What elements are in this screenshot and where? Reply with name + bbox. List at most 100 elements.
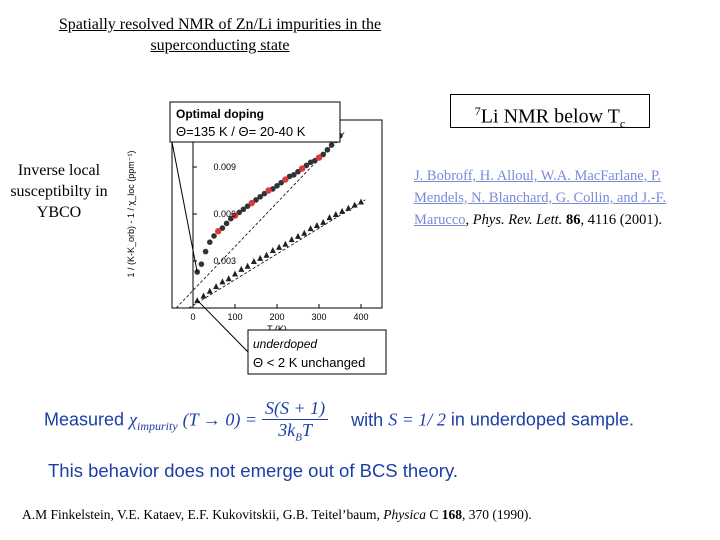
optimal-point xyxy=(257,193,263,200)
formula-measured: Measured xyxy=(44,409,125,430)
reference-block: J. Bobroff, H. Alloul, W.A. MacFarlane, … xyxy=(414,168,667,228)
underdoped-point xyxy=(345,204,352,211)
optimal-point xyxy=(219,225,226,231)
journal-volume: 86 xyxy=(565,212,581,228)
underdoped-point xyxy=(263,251,270,258)
optimal-legend: Optimal doping Θ=135 K / Θ= 20-40 K xyxy=(169,101,341,143)
underdoped-point xyxy=(307,225,314,232)
underdoped-point xyxy=(301,229,308,236)
y-axis-label: 1 / (K-K_orb) - 1 / χ_loc (ppm⁻¹) xyxy=(126,150,136,277)
journal-pages: 4116 (2001). xyxy=(587,212,663,228)
x-tick-label: 300 xyxy=(311,312,326,322)
bottom-ref-volume: 168 xyxy=(441,507,462,522)
x-tick-label: 0 xyxy=(190,312,195,322)
optimal-point xyxy=(303,162,310,169)
underdoped-point xyxy=(219,278,226,285)
optimal-point xyxy=(278,179,284,186)
formula-tail: in underdoped sample. xyxy=(450,409,635,430)
underdoped-point xyxy=(351,201,358,208)
side-label: Inverse local susceptibilty in YBCO xyxy=(10,162,108,221)
optimal-point xyxy=(198,261,205,267)
optimal-point-red xyxy=(231,212,239,219)
optimal-point xyxy=(312,157,318,164)
underdoped-point xyxy=(358,198,364,205)
optimal-point xyxy=(291,172,297,178)
underdoped-point xyxy=(288,236,295,243)
susceptibility-formula: Measured χimpurity (T → 0) = S(S + 1) 3k… xyxy=(44,398,634,444)
optimal-legend-detail: Θ=135 K / Θ= 20-40 K xyxy=(176,124,306,139)
underdoped-legend-detail: Θ < 2 K unchanged xyxy=(253,355,365,370)
y-tick-label: 0.003 xyxy=(213,256,236,266)
underdoped-point xyxy=(269,247,276,254)
formula-numerator: S(S + 1) xyxy=(262,398,329,420)
underdoped-point xyxy=(320,218,327,225)
y-tick-label: 0.006 xyxy=(213,209,236,219)
underdoped-point xyxy=(326,214,333,221)
formula-condition: S = 1/ 2 xyxy=(388,409,446,430)
slide-title: Spatially resolved NMR of Zn/Li impuriti… xyxy=(58,16,382,54)
optimal-point xyxy=(307,159,314,166)
underdoped-point xyxy=(282,240,289,247)
underdoped-point xyxy=(232,270,238,277)
nmr-label-box: 7Li NMR below Tc xyxy=(450,94,650,131)
formula-chi: χ xyxy=(129,409,137,430)
optimal-point xyxy=(320,151,326,158)
nmr-label-text: Li NMR below T xyxy=(480,105,620,128)
underdoped-point xyxy=(225,275,232,282)
optimal-point xyxy=(244,203,251,209)
underdoped-point xyxy=(238,265,245,272)
optimal-point xyxy=(295,168,301,175)
bottom-ref-journal: Physica xyxy=(383,507,426,522)
underdoped-extrapolation-line xyxy=(188,199,366,309)
bottom-reference: A.M Finkelstein, V.E. Kataev, E.F. Kukov… xyxy=(22,507,532,523)
formula-denominator: 3kBT xyxy=(278,420,312,444)
optimal-point xyxy=(236,209,242,216)
underdoped-point xyxy=(313,221,320,228)
underdoped-point xyxy=(332,211,339,217)
x-tick-label: 100 xyxy=(227,312,242,322)
optimal-point-red xyxy=(282,176,289,183)
x-axis-label: T (K) xyxy=(267,324,287,334)
formula-fraction: S(S + 1) 3kBT xyxy=(262,398,329,444)
formula-with: with xyxy=(351,409,384,430)
authors-link[interactable]: J. Bobroff, H. Alloul, W.A. MacFarlane, … xyxy=(414,168,667,228)
optimal-point xyxy=(240,206,247,213)
formula-lhs: (T → 0) = xyxy=(182,409,257,430)
optimal-legend-pointer xyxy=(171,141,198,273)
underdoped-point xyxy=(213,283,220,290)
underdoped-point xyxy=(200,292,207,299)
formula-chi-sub: impurity xyxy=(136,419,178,434)
optimal-point xyxy=(324,146,331,153)
optimal-point-red xyxy=(315,154,323,161)
underdoped-point xyxy=(250,258,257,264)
optimal-point xyxy=(202,248,209,255)
underdoped-point xyxy=(206,287,213,294)
optimal-point xyxy=(211,233,217,239)
bottom-ref-authors: A.M Finkelstein, V.E. Kataev, E.F. Kukov… xyxy=(22,507,380,522)
optimal-point xyxy=(261,190,268,197)
underdoped-point xyxy=(244,262,251,269)
underdoped-legend-pointer xyxy=(196,299,249,353)
underdoped-legend: underdoped Θ < 2 K unchanged xyxy=(247,329,387,375)
y-tick-label: 0.009 xyxy=(213,162,236,172)
isotope-mass: 7 xyxy=(474,104,481,118)
underdoped-point xyxy=(295,232,301,239)
x-tick-label: 200 xyxy=(269,312,284,322)
optimal-point xyxy=(253,197,259,203)
underdoped-legend-title: underdoped xyxy=(253,337,317,351)
optimal-point xyxy=(286,173,293,180)
optimal-point-red xyxy=(299,165,306,172)
underdoped-point xyxy=(257,254,264,261)
journal-name: Phys. Rev. Lett. xyxy=(472,212,563,228)
x-tick-label: 400 xyxy=(353,312,368,322)
underdoped-point xyxy=(276,243,283,250)
optimal-point-red xyxy=(215,228,222,235)
underdoped-point xyxy=(339,207,346,214)
optimal-legend-title: Optimal doping xyxy=(176,107,264,121)
bottom-ref-section: C xyxy=(429,507,439,522)
optimal-point-red xyxy=(265,187,272,194)
bottom-ref-rest: , 370 (1990). xyxy=(461,507,532,522)
bcs-note: This behavior does not emerge out of BCS… xyxy=(48,460,458,481)
optimal-point xyxy=(328,142,335,148)
